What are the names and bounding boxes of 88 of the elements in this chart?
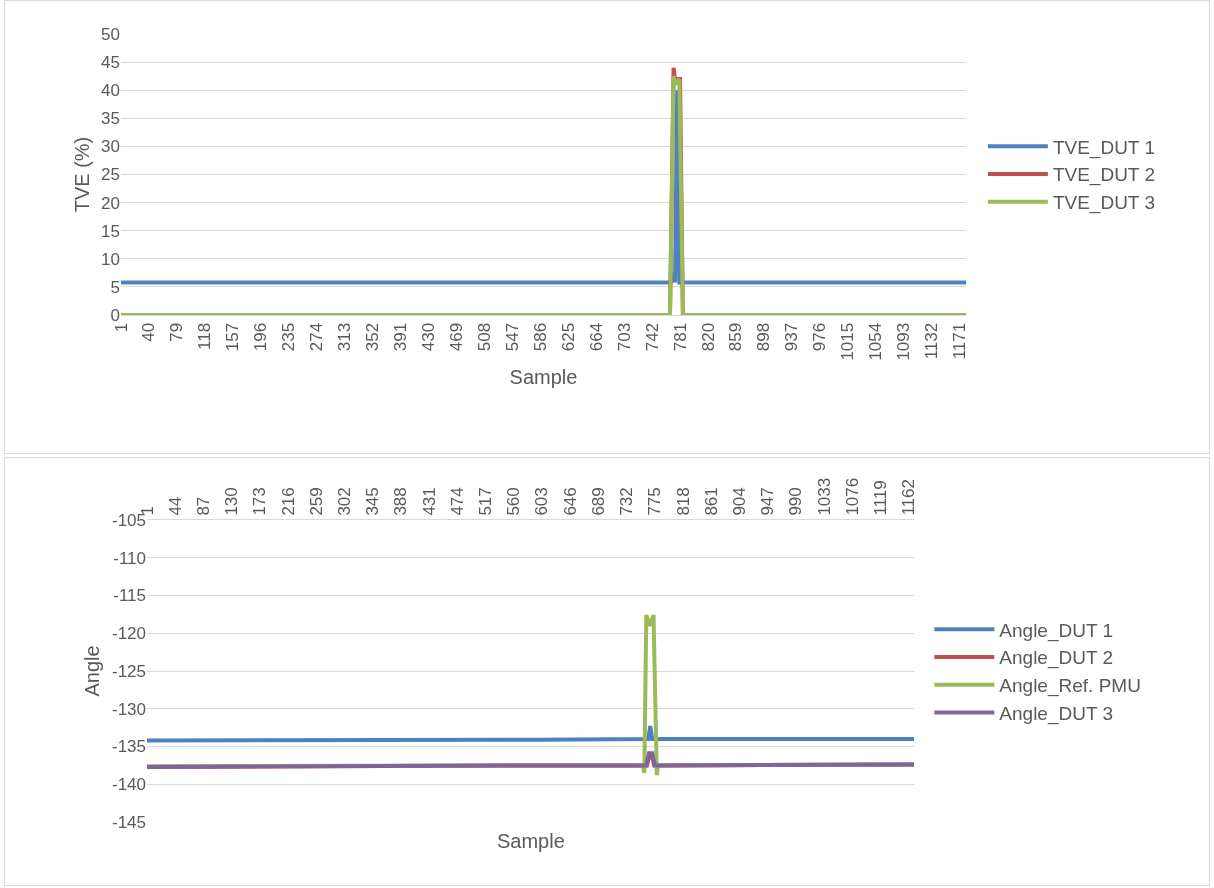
x-tick-label: 861 — [701, 487, 721, 516]
y-tick-label: -120 — [111, 624, 146, 644]
y-tick-label: 30 — [101, 137, 120, 157]
x-tick-label: 560 — [504, 487, 524, 516]
x-tick-label: 430 — [418, 322, 438, 352]
y-tick-label: 40 — [101, 81, 120, 101]
x-tick-label: 1132 — [922, 322, 942, 360]
x-tick-label: 775 — [645, 487, 665, 516]
x-tick-label: 216 — [278, 487, 298, 516]
x-tick-label: 664 — [586, 322, 606, 352]
y-tick-label: 50 — [101, 24, 120, 44]
y-axis-title: Angle — [81, 645, 104, 697]
x-tick-label: 1015 — [838, 322, 858, 361]
x-tick-label: 1162 — [899, 479, 919, 516]
legend-label: Angle_DUT 3 — [999, 702, 1114, 725]
y-tick-label: 35 — [101, 109, 120, 129]
y-tick-label: 45 — [101, 53, 120, 73]
x-tick-label: 508 — [474, 322, 494, 352]
x-tick-label: 313 — [335, 322, 355, 352]
x-tick-label: 904 — [729, 487, 749, 516]
x-tick-label: 40 — [139, 322, 159, 342]
x-tick-label: 157 — [223, 322, 243, 352]
x-tick-label: 976 — [810, 322, 830, 352]
y-tick-label: -135 — [111, 737, 146, 757]
x-tick-label: 391 — [391, 322, 411, 352]
y-tick-label: -125 — [111, 661, 146, 681]
x-tick-label: 1033 — [814, 477, 834, 516]
x-tick-label: 388 — [391, 487, 411, 516]
x-tick-label: 547 — [502, 322, 522, 352]
y-tick-label: -145 — [111, 812, 146, 832]
x-tick-label: 302 — [335, 487, 355, 516]
x-tick-label: 818 — [673, 487, 693, 516]
x-tick-label: 898 — [754, 322, 774, 352]
y-tick-label: 15 — [101, 221, 120, 241]
x-tick-label: 235 — [279, 322, 299, 352]
x-tick-label: 1054 — [866, 322, 886, 361]
y-tick-label: 0 — [110, 305, 120, 325]
x-tick-label: 947 — [758, 487, 778, 516]
x-tick-label: 345 — [363, 487, 383, 516]
x-tick-label: 431 — [419, 487, 439, 516]
x-tick-label: 646 — [560, 487, 580, 516]
legend-label: Angle_Ref. PMU — [999, 675, 1141, 698]
x-tick-label: 1119 — [871, 480, 891, 516]
x-axis-title: Sample — [509, 366, 578, 389]
x-tick-label: 79 — [167, 322, 187, 342]
x-tick-label: 1093 — [894, 322, 914, 361]
y-tick-label: -110 — [113, 548, 146, 568]
legend-label: TVE_DUT 1 — [1052, 136, 1155, 159]
y-tick-label: 5 — [110, 277, 120, 297]
x-tick-label: 469 — [446, 322, 466, 352]
x-axis-title: Sample — [497, 830, 565, 852]
x-tick-label: 1076 — [842, 477, 862, 516]
x-tick-label: 603 — [532, 487, 552, 516]
x-tick-label: 118 — [195, 322, 215, 350]
x-tick-label: 87 — [193, 496, 213, 516]
x-tick-label: 781 — [670, 322, 690, 352]
x-tick-label: 689 — [588, 487, 608, 516]
x-tick-label: 130 — [222, 487, 242, 516]
x-tick-label: 859 — [726, 322, 746, 352]
x-tick-label: 44 — [165, 496, 185, 516]
x-tick-label: 1171 — [950, 322, 970, 360]
x-tick-label: 259 — [306, 487, 326, 516]
x-tick-label: 474 — [447, 487, 467, 516]
legend-label: Angle_DUT 2 — [999, 647, 1114, 670]
legend-label: TVE_DUT 3 — [1052, 192, 1155, 215]
y-tick-label: 20 — [101, 193, 120, 213]
x-tick-label: 1 — [111, 322, 131, 333]
x-tick-label: 352 — [363, 322, 383, 352]
x-tick-label: 274 — [307, 322, 327, 352]
y-tick-label: -115 — [113, 586, 146, 606]
x-tick-label: 937 — [782, 322, 802, 352]
x-tick-label: 742 — [642, 322, 662, 352]
x-tick-label: 517 — [476, 487, 496, 516]
x-tick-label: 990 — [786, 487, 806, 516]
y-tick-label: 10 — [101, 249, 120, 269]
y-tick-label: -130 — [111, 699, 146, 719]
x-tick-label: 196 — [251, 322, 271, 352]
x-tick-label: 173 — [250, 487, 270, 516]
y-axis-title: TVE (%) — [70, 136, 93, 213]
legend-label: TVE_DUT 2 — [1052, 164, 1155, 187]
x-tick-label: 625 — [558, 322, 578, 352]
x-tick-label: 586 — [530, 322, 550, 352]
x-tick-label: 732 — [617, 487, 637, 516]
x-tick-label: 703 — [614, 322, 634, 352]
y-tick-label: -140 — [111, 775, 146, 795]
x-tick-label: 820 — [698, 322, 718, 352]
y-tick-label: 25 — [101, 165, 120, 185]
legend-label: Angle_DUT 1 — [999, 619, 1114, 642]
